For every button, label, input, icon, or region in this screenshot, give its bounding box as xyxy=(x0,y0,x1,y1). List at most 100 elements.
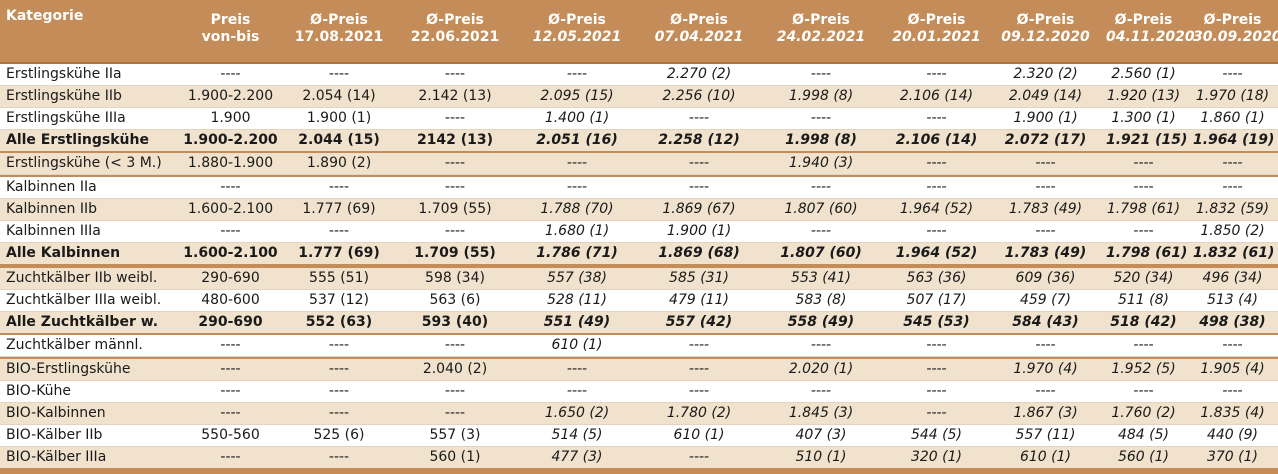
avg-price-cell: 2.054 (14) xyxy=(284,86,394,108)
avg-price-cell: ---- xyxy=(760,108,882,130)
avg-price-cell: ---- xyxy=(1187,175,1278,199)
avg-price-cell: 1.940 (3) xyxy=(760,153,882,175)
avg-price-cell: ---- xyxy=(991,153,1100,175)
avg-price-cell: 1.900 (1) xyxy=(638,221,760,243)
avg-price-cell: ---- xyxy=(882,403,991,425)
price-range-cell: 1.600-2.100 xyxy=(177,199,284,221)
avg-price-cell: 511 (8) xyxy=(1100,290,1187,312)
avg-price-cell: ---- xyxy=(882,108,991,130)
avg-price-cell: 440 (9) xyxy=(1187,425,1278,447)
table-row: Zuchtkälber IIb weibl. 290-690 555 (51) 598… xyxy=(0,266,1278,290)
avg-price-cell: 1.807 (60) xyxy=(760,199,882,221)
header-avg-price: Ø-Preis 22.06.2021 xyxy=(394,0,516,64)
header-sublabel: von-bis xyxy=(201,29,260,45)
avg-price-cell: 1.998 (8) xyxy=(760,86,882,108)
avg-price-cell: 1.832 (61) xyxy=(1187,243,1278,266)
table-body: Erstlingskühe IIa ---- ---- ---- ---- 2.270 (… xyxy=(0,64,1278,474)
header-avg-price: Ø-Preis 09.12.2020 xyxy=(991,0,1100,64)
avg-price-cell: 496 (34) xyxy=(1187,266,1278,290)
avg-price-cell: ---- xyxy=(991,175,1100,199)
avg-price-cell: 1.650 (2) xyxy=(516,403,638,425)
price-range-cell: ---- xyxy=(177,175,284,199)
avg-price-cell: 1.783 (49) xyxy=(991,199,1100,221)
avg-price-cell: 537 (12) xyxy=(284,290,394,312)
avg-price-cell: ---- xyxy=(1187,335,1278,357)
table-total-row: Alle Zuchtkälber w. 290-690 552 (63) 593 (4… xyxy=(0,312,1278,335)
avg-price-cell: 484 (5) xyxy=(1100,425,1187,447)
avg-price-cell: 560 (1) xyxy=(1100,447,1187,474)
avg-price-cell: 1.709 (55) xyxy=(394,243,516,266)
avg-price-cell: 2.270 (2) xyxy=(638,64,760,86)
category-cell: BIO-Erstlingskühe xyxy=(0,357,177,381)
category-cell: Erstlingskühe IIIa xyxy=(0,108,177,130)
avg-price-cell: 563 (6) xyxy=(394,290,516,312)
header-row: Kategorie Preis von-bis Ø-Preis 17.08.2021… xyxy=(0,0,1278,64)
price-range-cell: 480-600 xyxy=(177,290,284,312)
avg-price-cell: 1.400 (1) xyxy=(516,108,638,130)
avg-price-cell: 1.786 (71) xyxy=(516,243,638,266)
table-row: Kalbinnen IIb 1.600-2.100 1.777 (69) 1.709 … xyxy=(0,199,1278,221)
avg-price-cell: 2.320 (2) xyxy=(991,64,1100,86)
price-range-cell: ---- xyxy=(177,403,284,425)
avg-price-cell: ---- xyxy=(638,335,760,357)
avg-price-cell: 2.095 (15) xyxy=(516,86,638,108)
avg-price-cell: ---- xyxy=(760,381,882,403)
category-cell: Zuchtkälber IIIa weibl. xyxy=(0,290,177,312)
price-range-cell: ---- xyxy=(177,221,284,243)
category-cell: Erstlingskühe IIb xyxy=(0,86,177,108)
avg-price-cell: 2.044 (15) xyxy=(284,130,394,153)
avg-price-cell: ---- xyxy=(284,447,394,474)
price-range-cell: 1.900-2.200 xyxy=(177,130,284,153)
avg-price-cell: 407 (3) xyxy=(760,425,882,447)
avg-price-cell: ---- xyxy=(516,64,638,86)
avg-price-cell: ---- xyxy=(1100,221,1187,243)
category-cell: BIO-Kälber IIIa xyxy=(0,447,177,474)
avg-price-cell: 1.760 (2) xyxy=(1100,403,1187,425)
avg-price-cell: 584 (43) xyxy=(991,312,1100,335)
price-range-cell: ---- xyxy=(177,447,284,474)
header-label: Ø-Preis xyxy=(1114,12,1173,28)
avg-price-cell: 1.777 (69) xyxy=(284,199,394,221)
avg-price-cell: ---- xyxy=(991,335,1100,357)
avg-price-cell: 1.900 (1) xyxy=(991,108,1100,130)
header-date: 22.06.2021 xyxy=(410,29,500,45)
avg-price-cell: 557 (3) xyxy=(394,425,516,447)
avg-price-cell: 1.964 (52) xyxy=(882,243,991,266)
avg-price-cell: ---- xyxy=(516,381,638,403)
avg-price-cell: ---- xyxy=(394,153,516,175)
table-row: BIO-Kalbinnen ---- ---- ---- 1.650 (2) 1.780 … xyxy=(0,403,1278,425)
avg-price-cell: ---- xyxy=(284,335,394,357)
avg-price-cell: 563 (36) xyxy=(882,266,991,290)
header-kategorie: Kategorie xyxy=(0,0,177,64)
avg-price-cell: ---- xyxy=(882,381,991,403)
header-date: 12.05.2021 xyxy=(532,29,622,45)
avg-price-cell: 1.998 (8) xyxy=(760,130,882,153)
avg-price-cell: ---- xyxy=(394,335,516,357)
avg-price-cell: ---- xyxy=(991,381,1100,403)
avg-price-cell: 1.788 (70) xyxy=(516,199,638,221)
avg-price-cell: 2.258 (12) xyxy=(638,130,760,153)
avg-price-cell: 593 (40) xyxy=(394,312,516,335)
header-date: 17.08.2021 xyxy=(294,29,384,45)
avg-price-cell: 2.560 (1) xyxy=(1100,64,1187,86)
category-cell: Erstlingskühe (< 3 M.) xyxy=(0,153,177,175)
category-cell: Zuchtkälber IIb weibl. xyxy=(0,266,177,290)
avg-price-cell: ---- xyxy=(638,381,760,403)
price-range-cell: ---- xyxy=(177,357,284,381)
avg-price-cell: 1.832 (59) xyxy=(1187,199,1278,221)
avg-price-cell: ---- xyxy=(394,108,516,130)
category-cell: Zuchtkälber männl. xyxy=(0,335,177,357)
header-label: Ø-Preis xyxy=(670,12,728,28)
avg-price-cell: 2.049 (14) xyxy=(991,86,1100,108)
avg-price-cell: ---- xyxy=(1187,64,1278,86)
avg-price-cell: ---- xyxy=(394,403,516,425)
avg-price-cell: ---- xyxy=(638,447,760,474)
avg-price-cell: ---- xyxy=(284,357,394,381)
avg-price-cell: 1.970 (4) xyxy=(991,357,1100,381)
header-date: 07.04.2021 xyxy=(654,29,744,45)
header-avg-price: Ø-Preis 17.08.2021 xyxy=(284,0,394,64)
header-date: 24.02.2021 xyxy=(776,29,866,45)
table-row: Zuchtkälber männl. ---- ---- ---- 610 (1) ---… xyxy=(0,335,1278,357)
header-label: Ø-Preis xyxy=(792,12,850,28)
